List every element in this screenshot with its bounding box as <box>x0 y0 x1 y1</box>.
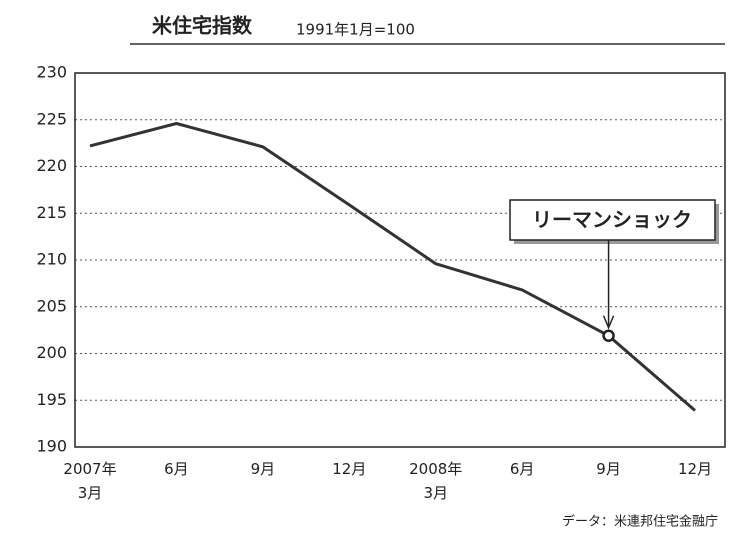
y-tick-label: 205 <box>36 296 67 315</box>
x-tick-label: 2007年 3月 <box>63 460 116 502</box>
x-tick-label: 6月 <box>510 460 535 478</box>
annotation-box <box>509 199 716 241</box>
highlight-marker <box>602 329 615 342</box>
y-tick-label: 215 <box>36 203 67 222</box>
chart-subtitle: 1991年1月=100 <box>296 21 415 39</box>
x-tick-label: 9月 <box>596 460 621 478</box>
y-tick-label: 195 <box>36 390 67 409</box>
x-tick-label: 12月 <box>678 460 712 478</box>
chart-title: 米住宅指数 <box>152 14 253 38</box>
annotation-text: リーマンショック <box>532 208 692 232</box>
y-tick-label: 210 <box>36 250 67 269</box>
y-tick-label: 220 <box>36 156 67 175</box>
y-tick-label: 225 <box>36 109 67 128</box>
x-tick-label: 12月 <box>332 460 366 478</box>
plot-frame <box>74 72 726 448</box>
y-tick-label: 190 <box>36 437 67 456</box>
x-tick-label: 2008年 3月 <box>409 460 462 502</box>
annotation-arrowhead <box>602 315 615 330</box>
y-tick-label: 200 <box>36 343 67 362</box>
x-tick-label: 6月 <box>164 460 189 478</box>
source-note: データ：米連邦住宅金融庁 <box>562 514 718 530</box>
y-tick-label: 230 <box>36 63 67 82</box>
x-tick-label: 9月 <box>251 460 276 478</box>
data-line <box>89 121 696 412</box>
